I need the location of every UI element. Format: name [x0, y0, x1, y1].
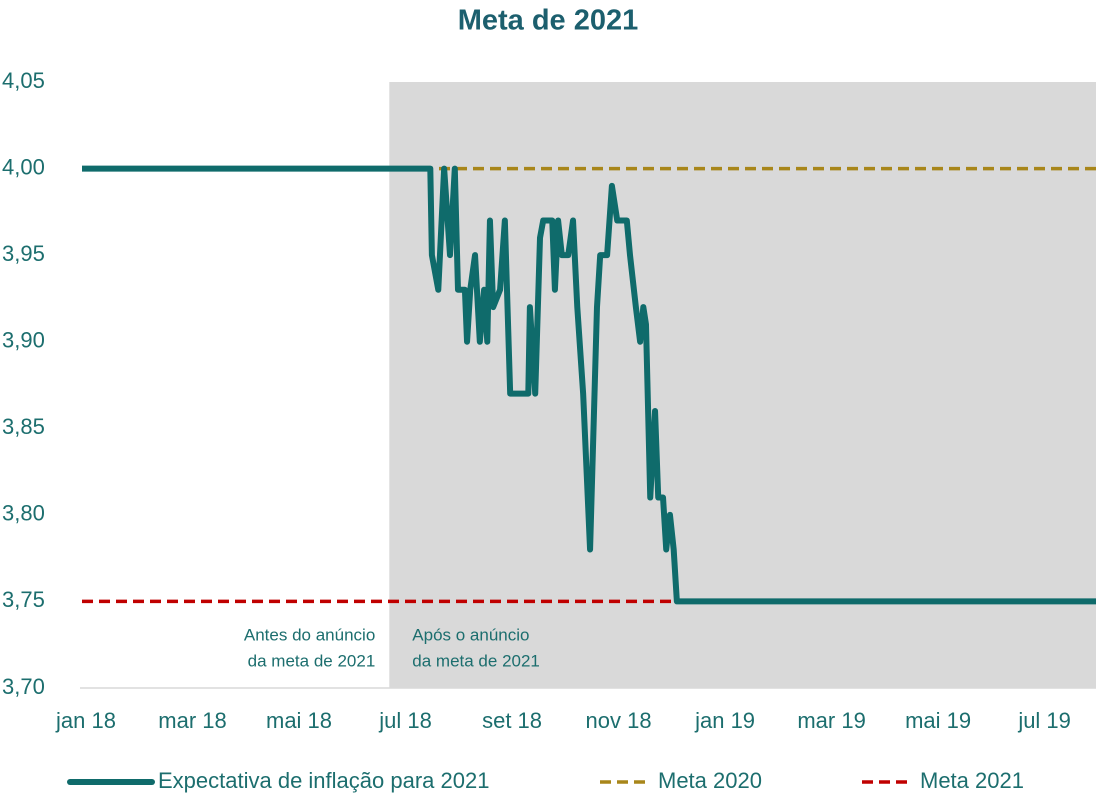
- annotation: Após o anúncio: [412, 625, 529, 644]
- y-tick-label: 3,90: [2, 328, 45, 353]
- y-tick-label: 3,70: [2, 674, 45, 699]
- series-line: [82, 165, 1096, 605]
- shaded-region: [389, 82, 1096, 688]
- y-tick-label: 3,75: [2, 587, 45, 612]
- x-tick-label: mai 18: [266, 708, 332, 733]
- legend-label: Expectativa de inflação para 2021: [158, 768, 489, 793]
- annotation: da meta de 2021: [248, 651, 376, 670]
- legend-label: Meta 2020: [658, 768, 762, 793]
- y-tick-label: 4,05: [2, 68, 45, 93]
- x-tick-label: nov 18: [586, 708, 652, 733]
- annotation: Antes do anúncio: [244, 625, 375, 644]
- x-tick-label: mai 19: [905, 708, 971, 733]
- x-tick-label: set 18: [482, 708, 542, 733]
- x-tick-label: jan 19: [694, 708, 755, 733]
- y-tick-label: 3,85: [2, 414, 45, 439]
- x-tick-label: jul 18: [378, 708, 432, 733]
- y-tick-label: 3,95: [2, 241, 45, 266]
- annotation: da meta de 2021: [412, 651, 540, 670]
- y-tick-label: 4,00: [2, 154, 45, 179]
- chart-title: Meta de 2021: [458, 5, 639, 37]
- legend-label: Meta 2021: [920, 768, 1024, 793]
- y-tick-label: 3,80: [2, 501, 45, 526]
- x-tick-label: mar 18: [158, 708, 226, 733]
- x-tick-label: jul 19: [1017, 708, 1071, 733]
- x-tick-label: mar 19: [797, 708, 865, 733]
- x-tick-label: jan 18: [55, 708, 116, 733]
